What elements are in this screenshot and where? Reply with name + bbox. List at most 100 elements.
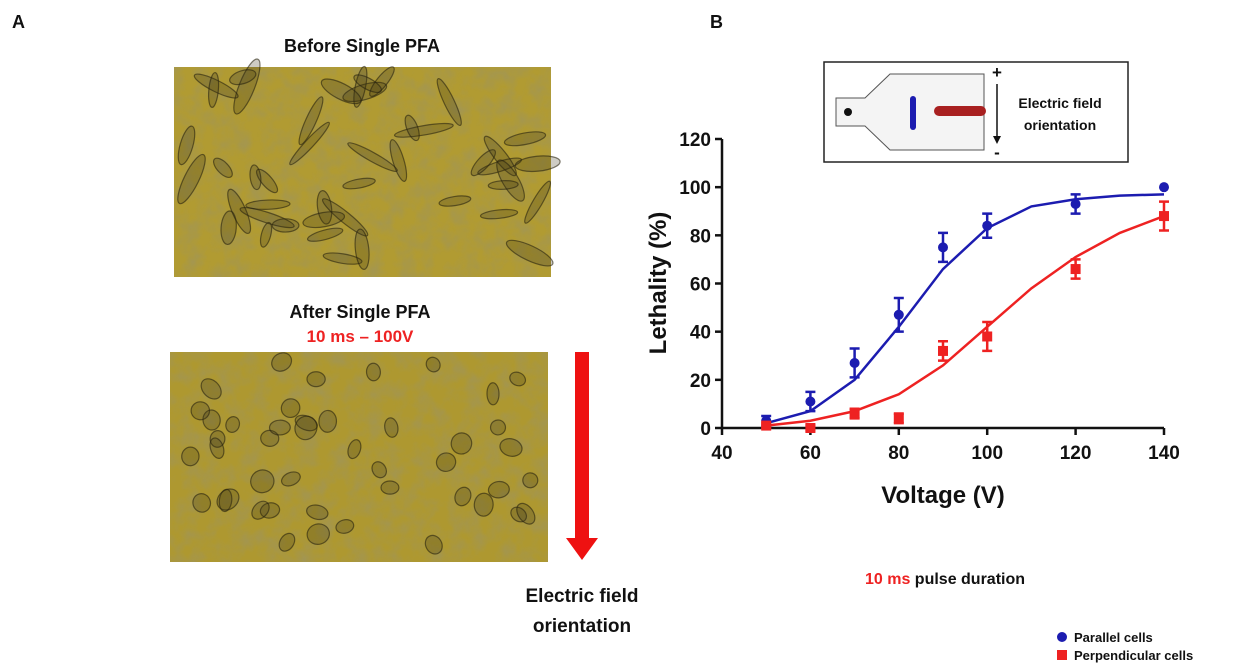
y-tick-label: 0 [700,419,711,440]
cell [190,401,211,421]
cell [225,416,241,433]
cell [509,371,527,387]
cell [505,239,554,267]
cell [216,488,240,511]
point [1070,199,1081,210]
cell [353,65,368,108]
point [761,420,772,431]
cell [227,188,252,235]
cell [229,69,257,86]
cell [302,211,346,229]
cell [499,438,523,457]
x-axis-label: Voltage (V) [881,482,1005,509]
cell [516,502,536,525]
micrograph-before [174,58,561,277]
cell [209,437,225,459]
legend-marker [1057,632,1067,642]
cell [489,419,507,436]
panel-label: B [710,12,723,32]
x-tick-label: 60 [800,443,821,464]
y-tick-label: 120 [679,130,711,151]
cell [322,252,363,265]
cell [280,398,301,419]
cell [369,66,395,97]
cell [436,78,462,127]
cell [316,190,333,225]
cell [404,114,420,142]
legend-marker [1057,650,1067,660]
cell [470,149,497,177]
cell [514,155,561,173]
point [849,408,860,419]
cell [365,362,381,382]
cell [306,371,326,388]
cell [487,480,510,499]
x-tick-label: 40 [711,443,732,464]
point [982,331,993,342]
legend-label: Parallel cells [1074,630,1153,645]
cell [425,356,441,373]
arrow-label: orientation [533,616,631,637]
cell [438,195,472,207]
cell [268,419,291,436]
cell [486,382,500,406]
inset-label: orientation [1024,117,1096,133]
cell [249,164,262,191]
cell [318,409,338,433]
cell [384,417,399,438]
cell [454,486,472,507]
cell [487,180,519,190]
cell [335,519,355,534]
x-tick-label: 140 [1148,443,1180,464]
legend-label: Perpendicular cells [1074,648,1193,663]
cell [207,71,220,108]
cell [200,378,222,400]
cell [347,142,398,172]
point [938,345,948,356]
cell [306,227,344,242]
y-tick-label: 20 [690,371,711,392]
cell [177,125,196,166]
cell [202,409,221,431]
cell [278,532,296,552]
cell [522,472,539,489]
image-title: Before Single PFA [284,36,440,56]
cell [259,221,273,248]
cell [380,480,400,495]
cell [220,210,237,246]
point [805,396,816,407]
cell [347,439,362,460]
image-subtitle: 10 ms – 100V [307,327,414,346]
cell [524,180,552,224]
cell [233,58,261,115]
fit-curve [765,193,1165,425]
point [1159,182,1169,193]
cell [450,432,473,455]
cell [245,199,291,210]
cell [353,74,382,94]
cell [280,471,301,487]
inset-plus: + [992,63,1002,82]
cell [321,198,369,237]
y-axis-label: Lethality (%) [645,212,672,355]
field-arrow [566,352,598,560]
cell [271,352,293,372]
cell [289,121,330,166]
cell [510,506,528,523]
point [805,423,816,433]
inset-minus: - [994,143,1000,162]
cell [503,131,547,147]
cell [320,78,362,105]
cell [177,153,206,205]
image-title: After Single PFA [289,302,430,322]
cell [181,446,200,467]
cell [251,500,270,520]
cell [255,168,279,194]
y-tick-label: 80 [690,226,711,247]
cell [250,469,275,494]
arrow-label: Electric field [526,586,639,607]
cell [483,135,517,177]
cell [306,504,329,521]
point [938,242,948,253]
